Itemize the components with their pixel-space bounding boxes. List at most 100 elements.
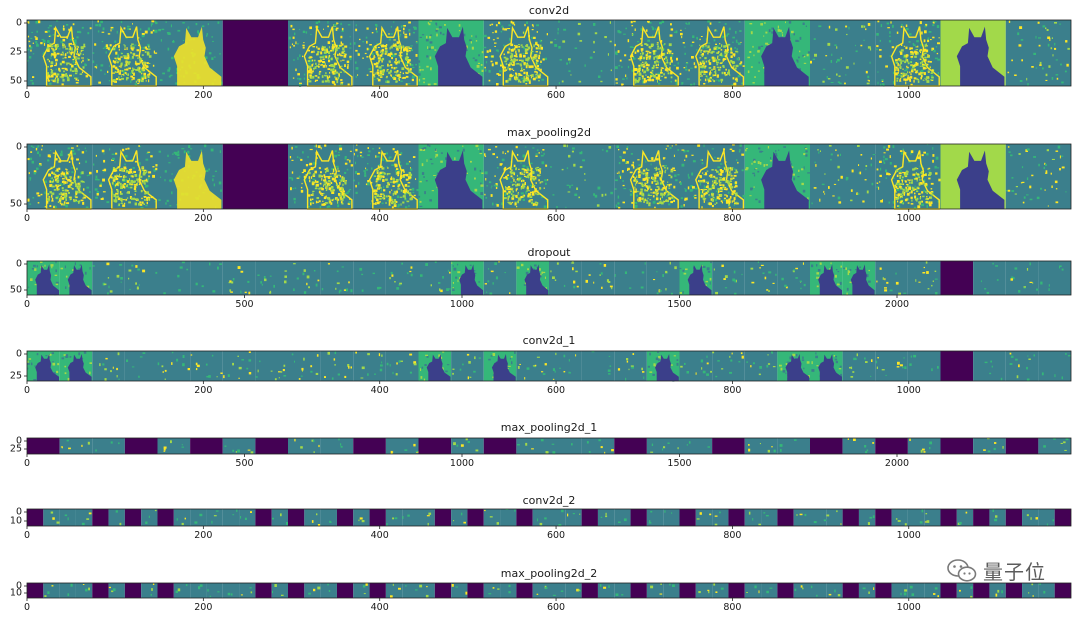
feature-map-tile [581,351,615,381]
feature-map-tile [712,509,729,526]
feature-map-tile [288,438,321,454]
x-tick-label: 200 [194,602,212,613]
x-tick-label: 800 [723,530,741,541]
feature-map-tile [173,583,191,598]
feature-map-tile [777,583,794,598]
feature-map-tile [124,438,158,454]
feature-map-tile [369,509,386,526]
feature-map-tile [1038,351,1071,381]
feature-map-tile [924,509,941,526]
feature-map-tile [646,438,680,454]
x-tick-label: 200 [194,213,212,224]
feature-map-tile [597,583,615,598]
feature-map-tile [793,583,810,598]
feature-map-tile [532,509,549,526]
feature-map-tile [956,583,974,598]
feature-map-tile [1022,583,1039,598]
x-tick-label: 500 [235,458,253,469]
feature-map-tile [451,351,484,381]
feature-map-tile [92,20,158,87]
y-tick-label: 25 [10,371,22,382]
feature-map-tile [222,583,240,598]
feature-map-tile [59,438,93,454]
feature-map-tile [744,144,811,209]
feature-map-tile [320,351,354,381]
x-tick-label: 1000 [897,90,921,101]
x-tick-label: 1000 [450,458,474,469]
feature-map-tile [222,351,256,381]
feature-map-tile [973,261,1006,295]
feature-map-tile [1054,583,1071,598]
feature-map-tile [402,583,419,598]
feature-map-tile [989,583,1006,598]
feature-map-tile [483,438,517,454]
x-tick-label: 800 [723,90,741,101]
feature-map-tile [907,438,941,454]
feature-map-tile [679,438,713,454]
feature-map-tile [973,438,1006,454]
x-tick-label: 0 [24,385,30,396]
y-tick-label: 50 [10,76,22,87]
feature-map-tile [75,509,93,526]
feature-map-tile [59,583,76,598]
x-tick-label: 400 [371,602,389,613]
feature-map-tile [483,351,517,381]
feature-map-tile [222,261,256,295]
x-tick-label: 800 [723,602,741,613]
y-tick-label: 25 [10,444,22,455]
y-tick-label: 0 [16,18,22,29]
feature-map-tile [875,509,892,526]
feature-map-tile [1005,438,1039,454]
feature-map-tile [451,261,484,295]
feature-map-tile [842,509,859,526]
feature-map-tile [451,438,484,454]
feature-map-tile [418,20,485,87]
feature-map-tile [549,583,566,598]
feature-map-tile [679,144,746,210]
x-tick-label: 400 [371,213,389,224]
feature-map-tile [92,509,109,526]
feature-map-tile [483,144,549,210]
feature-map-tile [467,509,484,526]
x-tick-label: 600 [547,90,565,101]
feature-map-tile [549,144,615,209]
feature-map-tile [956,509,974,526]
feature-map-tile [940,438,974,454]
feature-map-tile [304,583,321,598]
feature-map-tile [255,583,272,598]
feature-map-tile [369,583,386,598]
feature-map-tile [43,509,60,526]
feature-map-tile [581,261,615,295]
x-tick-label: 400 [371,90,389,101]
feature-map-tile [320,583,337,598]
feature-map-tile [206,583,223,598]
x-tick-label: 1000 [897,530,921,541]
feature-map-tile [858,509,876,526]
y-tick-label: 0 [16,259,22,270]
x-tick-label: 200 [194,90,212,101]
feature-map-tile [549,261,582,295]
x-tick-label: 0 [24,458,30,469]
feature-map-tile [239,509,256,526]
feature-map-tile [646,261,680,295]
x-tick-label: 600 [547,385,565,396]
panel-1: conv2d 0 200 400 600 800 1000 0 25 50 [10,4,1072,101]
feature-map-tile [190,351,223,381]
feature-map-tile [271,583,288,598]
watermark: 量子位 [947,556,1046,585]
feature-map-tile [907,583,925,598]
feature-map-tile [190,509,207,526]
x-tick-label: 1000 [897,385,921,396]
feature-map-tile [516,438,549,454]
feature-map-tile [646,509,664,526]
feature-map-tile [92,583,109,598]
feature-map-tile [516,509,533,526]
feature-map-tile [157,583,174,598]
panel-6: conv2d_2 0 200 400 600 800 1000 010 [10,494,1072,541]
feature-map-tile [43,583,60,598]
x-tick-label: 600 [547,213,565,224]
feature-map-tile [27,509,44,526]
feature-map-tile [810,509,827,526]
